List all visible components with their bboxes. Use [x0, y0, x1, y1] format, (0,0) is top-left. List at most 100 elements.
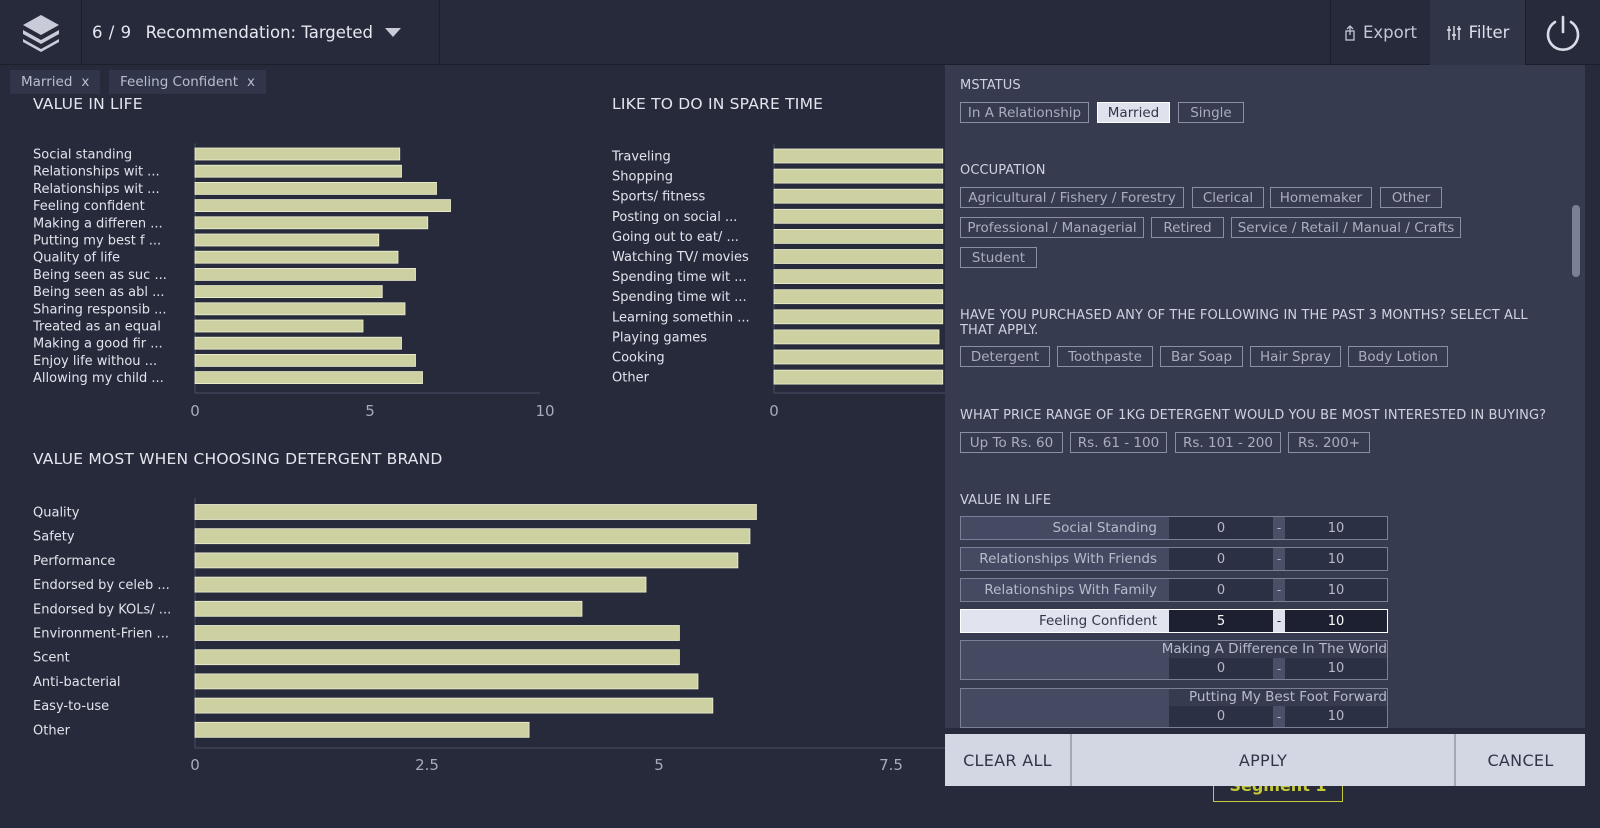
category-label: Endorsed by celeb ...: [33, 578, 170, 593]
option-professional[interactable]: Professional / Managerial: [960, 217, 1144, 238]
range-max-input[interactable]: 10: [1285, 548, 1387, 570]
apply-button[interactable]: APPLY: [1072, 734, 1456, 786]
category-label: Spending time wit ...: [612, 290, 747, 305]
option-body-lotion[interactable]: Body Lotion: [1348, 346, 1448, 367]
option-service[interactable]: Service / Retail / Manual / Crafts: [1231, 217, 1461, 238]
category-label: Making a differen ...: [33, 216, 163, 231]
option-toothpaste[interactable]: Toothpaste: [1057, 346, 1153, 367]
range-label: Making A Difference In The World: [1161, 641, 1387, 657]
x-tick-label: 5: [654, 756, 664, 774]
option-price-up-to-60[interactable]: Up To Rs. 60: [960, 432, 1063, 453]
section-title-price: WHAT PRICE RANGE OF 1KG DETERGENT WOULD …: [960, 408, 1547, 423]
filter-scrollbar-track[interactable]: [1570, 65, 1585, 728]
range-relationships-family: Relationships With Family 0 - 10: [960, 578, 1388, 602]
bar: [773, 168, 944, 184]
category-label: Safety: [33, 530, 75, 545]
category-label: Quality: [33, 506, 80, 521]
option-married[interactable]: Married: [1097, 102, 1170, 123]
bar: [194, 600, 583, 617]
clear-all-button[interactable]: CLEAR ALL: [945, 734, 1072, 786]
range-min-input[interactable]: 0: [1169, 548, 1273, 570]
filter-chip-feeling-confident[interactable]: Feeling Confident x: [109, 70, 267, 94]
range-min-input[interactable]: 0: [1169, 579, 1273, 601]
x-tick-label: 0: [769, 402, 779, 420]
range-max-input[interactable]: 10: [1285, 579, 1387, 601]
bar: [773, 188, 944, 204]
recommendation-selector[interactable]: 6 / 9 Recommendation: Targeted: [82, 0, 440, 65]
x-tick-label: 0: [190, 756, 200, 774]
range-min-input[interactable]: 0: [1169, 517, 1273, 539]
filter-panel: MSTATUS In A Relationship Married Single…: [945, 65, 1585, 728]
range-max-input[interactable]: 10: [1285, 517, 1387, 539]
cancel-button[interactable]: CANCEL: [1456, 734, 1585, 786]
range-max-input[interactable]: 10: [1285, 658, 1387, 679]
range-label: Relationships With Friends: [961, 548, 1169, 570]
x-tick-label: 0: [190, 402, 200, 420]
export-icon: [1345, 24, 1355, 41]
range-dash: -: [1273, 658, 1285, 679]
page-counter: 6 / 9: [92, 23, 132, 42]
option-price-101-200[interactable]: Rs. 101 - 200: [1175, 432, 1281, 453]
range-dash: -: [1273, 548, 1285, 570]
option-in-a-relationship[interactable]: In A Relationship: [960, 102, 1089, 123]
option-bar-soap[interactable]: Bar Soap: [1160, 346, 1243, 367]
range-min-input[interactable]: 5: [1169, 610, 1273, 632]
section-title-mstatus: MSTATUS: [960, 78, 1021, 93]
top-bar: 6 / 9 Recommendation: Targeted Export Fi…: [0, 0, 1600, 65]
range-label: Feeling Confident: [961, 610, 1169, 632]
bar: [773, 309, 944, 325]
bar: [194, 649, 680, 666]
option-price-61-100[interactable]: Rs. 61 - 100: [1070, 432, 1167, 453]
bar: [194, 697, 714, 714]
category-label: Putting my best f ...: [33, 234, 161, 249]
option-other[interactable]: Other: [1380, 187, 1442, 208]
option-student[interactable]: Student: [960, 247, 1037, 268]
option-clerical[interactable]: Clerical: [1192, 187, 1264, 208]
export-label: Export: [1362, 23, 1417, 42]
option-price-200-plus[interactable]: Rs. 200+: [1288, 432, 1370, 453]
category-label: Allowing my child ...: [33, 371, 164, 386]
bar: [194, 552, 739, 569]
category-label: Sharing responsib ...: [33, 302, 166, 317]
category-label: Learning somethin ...: [612, 310, 750, 325]
category-label: Cooking: [612, 351, 665, 366]
category-label: Treated as an equal: [32, 320, 161, 335]
option-agricultural[interactable]: Agricultural / Fishery / Forestry: [960, 187, 1184, 208]
bar: [194, 181, 437, 195]
chevron-down-icon[interactable]: [385, 28, 402, 37]
bar: [194, 199, 451, 213]
option-single[interactable]: Single: [1178, 102, 1244, 123]
filter-button[interactable]: Filter: [1430, 0, 1525, 65]
filter-scrollbar-thumb[interactable]: [1572, 205, 1580, 277]
category-label: Other: [33, 723, 71, 738]
power-icon: [1546, 15, 1580, 51]
range-dash: -: [1273, 706, 1285, 727]
category-label: Posting on social ...: [612, 210, 737, 225]
category-label: Quality of life: [33, 251, 120, 266]
range-min-input[interactable]: 0: [1169, 658, 1273, 679]
power-button[interactable]: [1525, 0, 1600, 65]
x-tick-label: 7.5: [879, 756, 903, 774]
range-min-input[interactable]: 0: [1169, 706, 1273, 727]
close-icon[interactable]: x: [81, 74, 90, 90]
section-title-value-in-life: VALUE IN LIFE: [960, 493, 1052, 508]
filter-footer: CLEAR ALL APPLY CANCEL: [945, 734, 1585, 786]
filter-chip-married[interactable]: Married x: [10, 70, 101, 94]
range-max-input[interactable]: 10: [1285, 706, 1387, 727]
close-icon[interactable]: x: [247, 74, 256, 90]
recommendation-title: Recommendation: Targeted: [145, 23, 374, 42]
category-label: Easy-to-use: [33, 699, 109, 714]
option-detergent[interactable]: Detergent: [960, 346, 1050, 367]
range-max-input[interactable]: 10: [1285, 610, 1387, 632]
category-label: Social standing: [33, 148, 132, 163]
option-homemaker[interactable]: Homemaker: [1270, 187, 1372, 208]
option-hair-spray[interactable]: Hair Spray: [1250, 346, 1341, 367]
category-label: Going out to eat/ ...: [612, 230, 739, 245]
category-label: Endorsed by KOLs/ ...: [33, 602, 171, 617]
chip-label: Married: [21, 74, 73, 90]
category-label: Relationships wit ...: [33, 165, 160, 180]
export-button[interactable]: Export: [1330, 0, 1430, 65]
option-retired[interactable]: Retired: [1151, 217, 1224, 238]
category-label: Relationships wit ...: [33, 182, 160, 197]
app-logo[interactable]: [0, 0, 82, 65]
